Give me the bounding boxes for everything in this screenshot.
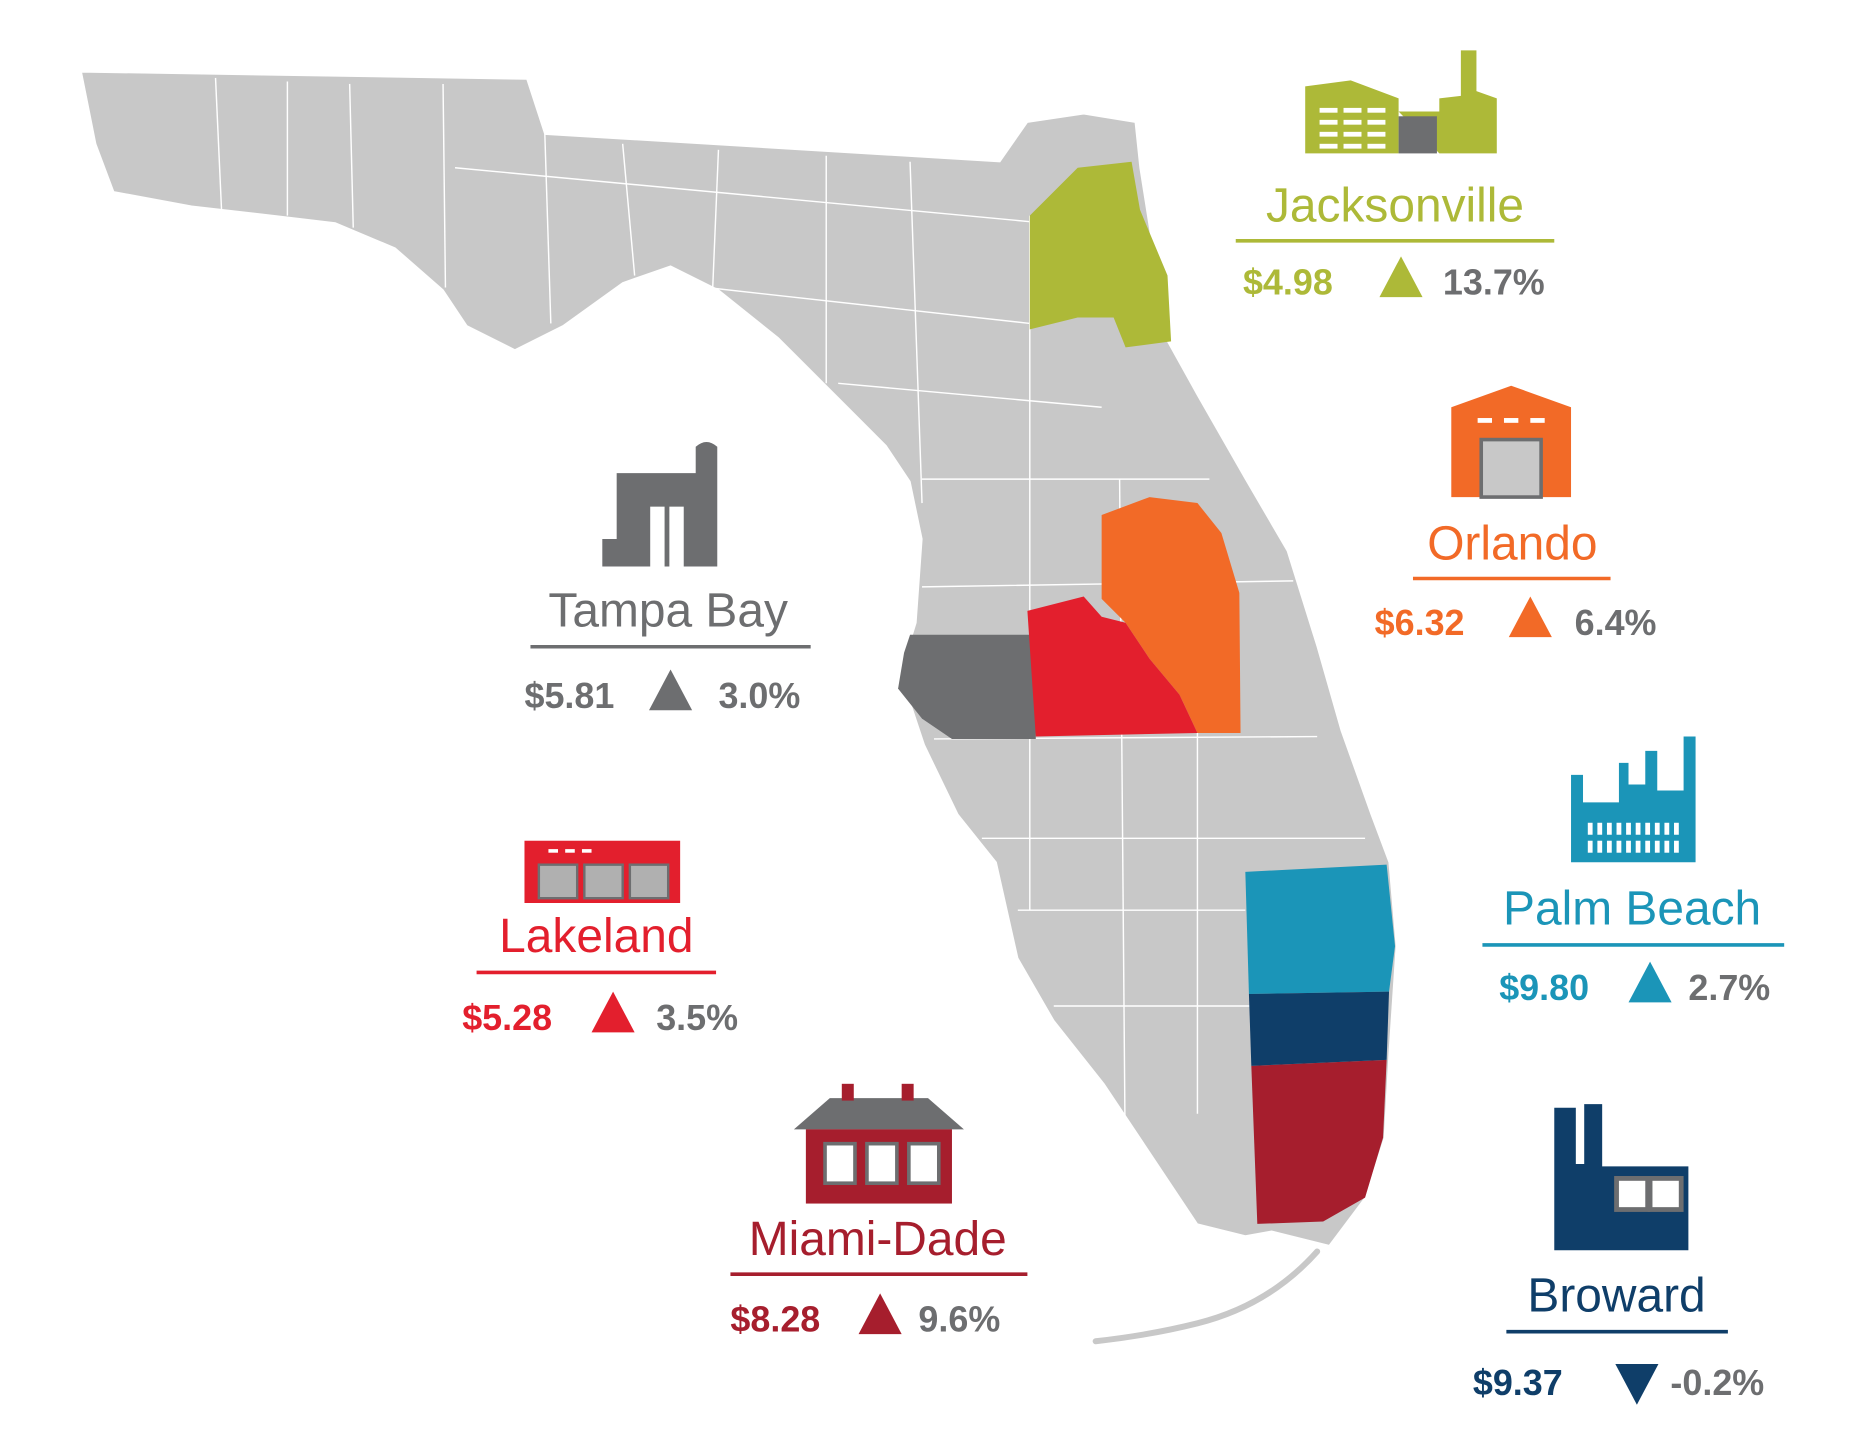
region-lakeland: Lakeland $5.28 3.5% — [462, 840, 738, 1038]
factory-chimney-icon — [1554, 1104, 1689, 1251]
triangle-up-icon — [1628, 961, 1672, 1003]
region-price: $5.28 — [462, 997, 552, 1038]
triangle-down-icon — [1615, 1364, 1659, 1405]
region-name: Jacksonville — [1266, 180, 1524, 233]
county-palm-beach — [1245, 864, 1396, 995]
region-palm-beach: Palm Beach $9.80 2.7% — [1482, 736, 1785, 1008]
region-price: $6.32 — [1375, 602, 1465, 643]
region-change: 6.4% — [1575, 602, 1657, 643]
county-broward — [1248, 991, 1390, 1066]
region-change: 3.5% — [656, 997, 738, 1038]
brick-building-icon — [793, 1083, 964, 1204]
region-price: $9.37 — [1473, 1362, 1563, 1403]
region-name: Palm Beach — [1503, 883, 1761, 936]
region-name: Orlando — [1427, 517, 1597, 570]
region-change: 13.7% — [1443, 262, 1545, 303]
region-labels: Jacksonville $4.98 13.7% Orlando $6.32 6.4% Ta… — [462, 50, 1785, 1405]
region-name: Broward — [1527, 1269, 1705, 1322]
triangle-up-icon — [649, 669, 693, 711]
florida-state-shape — [80, 71, 1397, 1247]
county-tampa-bay — [898, 634, 1036, 739]
triangle-up-icon — [1508, 596, 1552, 638]
region-price: $5.81 — [524, 675, 614, 716]
region-change: 3.0% — [718, 675, 800, 716]
triangle-up-icon — [858, 1293, 902, 1335]
factory-sawtooth-icon — [1305, 50, 1497, 154]
warehouse-icon — [1451, 385, 1572, 499]
region-tampa-bay: Tampa Bay $5.81 3.0% — [524, 441, 811, 716]
region-price: $9.80 — [1499, 967, 1589, 1008]
region-name: Miami-Dade — [749, 1213, 1007, 1266]
region-change: -0.2% — [1670, 1362, 1764, 1403]
county-jacksonville — [1029, 161, 1172, 348]
highlighted-counties — [898, 161, 1396, 1224]
region-broward: Broward $9.37 -0.2% — [1473, 1104, 1764, 1405]
florida-map — [80, 71, 1397, 1345]
region-price: $4.98 — [1243, 262, 1333, 303]
region-miami-dade: Miami-Dade $8.28 9.6% — [730, 1083, 1028, 1340]
refinery-icon — [1571, 736, 1696, 863]
garage-bays-icon — [524, 840, 681, 903]
region-change: 2.7% — [1688, 967, 1770, 1008]
county-orlando — [1101, 497, 1241, 733]
county-miami-dade — [1251, 1059, 1387, 1224]
plant-silo-icon — [602, 441, 718, 567]
triangle-up-icon — [1379, 256, 1423, 298]
region-name: Lakeland — [499, 910, 693, 963]
florida-keys — [1092, 1248, 1321, 1345]
region-name: Tampa Bay — [548, 584, 788, 637]
region-orlando: Orlando $6.32 6.4% — [1375, 385, 1657, 643]
region-change: 9.6% — [918, 1299, 1000, 1340]
region-jacksonville: Jacksonville $4.98 13.7% — [1235, 50, 1555, 303]
region-price: $8.28 — [730, 1299, 820, 1340]
county-lakeland — [1027, 596, 1198, 737]
triangle-up-icon — [591, 991, 635, 1033]
